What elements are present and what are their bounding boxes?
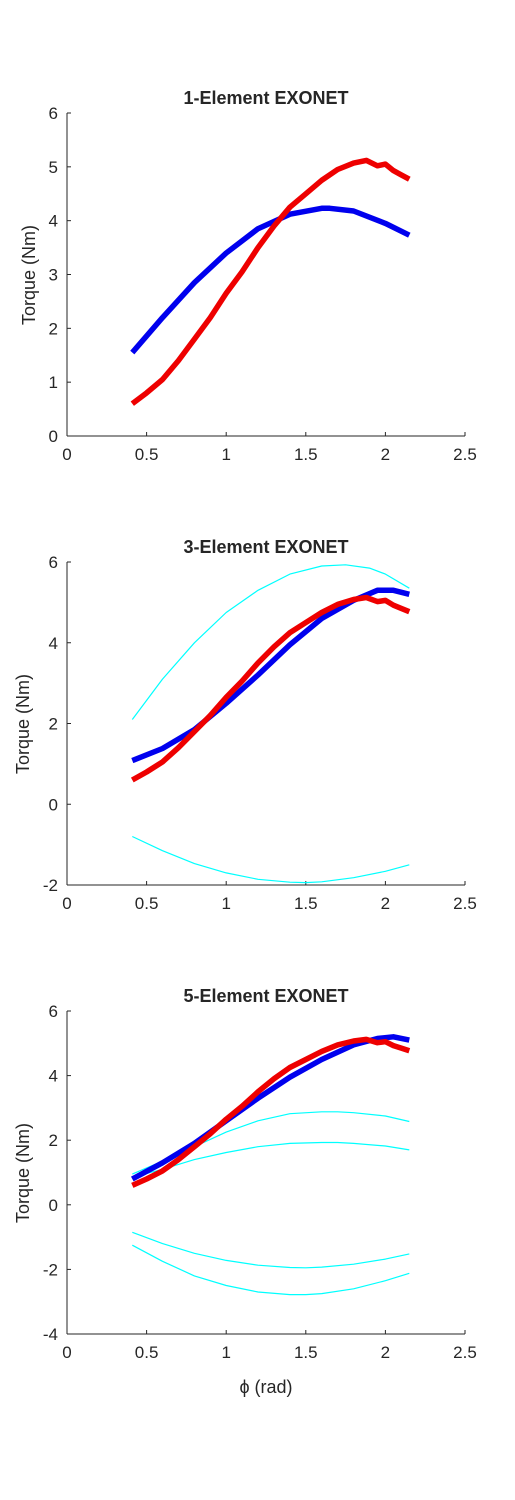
y-tick-label: 0 xyxy=(49,427,58,446)
x-tick-label: 1.5 xyxy=(294,1343,318,1362)
y-tick-label: -4 xyxy=(43,1325,58,1344)
x-tick-label: 0 xyxy=(62,1343,71,1362)
red-measured-line xyxy=(131,1036,411,1188)
x-tick-label: 0 xyxy=(62,445,71,464)
y-tick-label: 2 xyxy=(49,715,58,734)
x-tick-label: 2 xyxy=(381,445,390,464)
x-tick-label: 2.5 xyxy=(453,894,477,913)
x-tick-label: 2 xyxy=(381,1343,390,1362)
y-tick-label: -2 xyxy=(43,876,58,895)
blue-model-line xyxy=(131,587,410,764)
y-tick-label: 5 xyxy=(49,158,58,177)
x-axis-label: ϕ (rad) xyxy=(239,1377,292,1397)
x-tick-label: 0.5 xyxy=(135,445,159,464)
y-tick-label: 2 xyxy=(49,319,58,338)
cyan-element-line xyxy=(132,835,410,884)
chart-title: 1-Element EXONET xyxy=(183,88,348,108)
panel-1-element-exonet: 1-Element EXONET Torque (Nm) 0 0.5 1 1.5 2 2.… xyxy=(19,88,477,464)
y-tick-label: 4 xyxy=(49,634,58,653)
chart-title: 5-Element EXONET xyxy=(183,986,348,1006)
y-tick-label: 0 xyxy=(49,1196,58,1215)
y-tick-label: 6 xyxy=(49,104,58,123)
cyan-element-line xyxy=(132,1141,410,1178)
x-tick-label: 2.5 xyxy=(453,1343,477,1362)
y-tick-label: 3 xyxy=(49,266,58,285)
y-axis-label: Torque (Nm) xyxy=(13,1123,33,1223)
y-tick-label: 0 xyxy=(49,795,58,814)
x-tick-label: 0.5 xyxy=(135,1343,159,1362)
x-tick-label: 0 xyxy=(62,894,71,913)
y-tick-label: -2 xyxy=(43,1260,58,1279)
x-tick-label: 1 xyxy=(221,445,230,464)
red-measured-line xyxy=(130,594,411,783)
x-tick-label: 1 xyxy=(221,1343,230,1362)
y-tick-label: 4 xyxy=(49,1067,58,1086)
panel-5-element-exonet: 5-Element EXONET Torque (Nm) ϕ (rad) 0 0.… xyxy=(13,986,477,1397)
y-tick-label: 1 xyxy=(49,373,58,392)
chart-title: 3-Element EXONET xyxy=(183,537,348,557)
blue-model-line xyxy=(131,1034,410,1182)
blue-model-line xyxy=(130,205,411,355)
x-tick-label: 2 xyxy=(381,894,390,913)
y-tick-label: 6 xyxy=(49,553,58,572)
cyan-element-line xyxy=(132,1244,410,1296)
x-tick-label: 2.5 xyxy=(453,445,477,464)
y-tick-label: 2 xyxy=(49,1131,58,1150)
cyan-element-line xyxy=(132,1231,410,1269)
red-measured-line xyxy=(130,157,411,406)
x-tick-label: 1.5 xyxy=(294,445,318,464)
panel-3-element-exonet: 3-Element EXONET Torque (Nm) 0 0.5 1 1.5 2 2.… xyxy=(13,537,477,913)
x-tick-label: 1.5 xyxy=(294,894,318,913)
cyan-element-line xyxy=(131,564,410,720)
y-tick-label: 4 xyxy=(49,212,58,231)
x-tick-label: 1 xyxy=(221,894,230,913)
y-axis-label: Torque (Nm) xyxy=(19,225,39,325)
y-axis-label: Torque (Nm) xyxy=(13,674,33,774)
x-tick-label: 0.5 xyxy=(135,894,159,913)
y-tick-label: 6 xyxy=(49,1002,58,1021)
